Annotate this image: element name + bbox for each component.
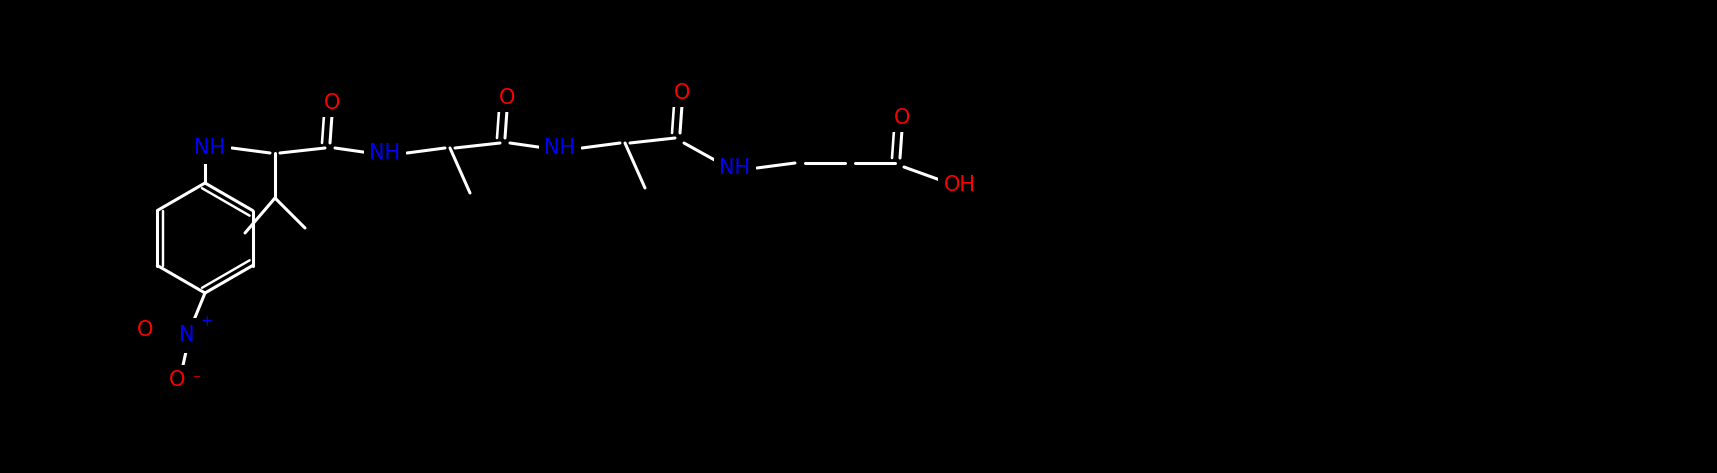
Text: O: O [673, 83, 690, 103]
Text: NH: NH [369, 143, 400, 163]
Text: O: O [137, 320, 153, 340]
FancyBboxPatch shape [130, 316, 160, 344]
Text: O: O [168, 370, 185, 390]
Text: +: + [201, 314, 213, 329]
FancyBboxPatch shape [539, 132, 580, 164]
Text: OH: OH [944, 175, 975, 195]
Text: N: N [179, 325, 194, 345]
FancyBboxPatch shape [670, 79, 694, 107]
FancyBboxPatch shape [937, 169, 982, 201]
FancyBboxPatch shape [364, 137, 405, 169]
FancyBboxPatch shape [889, 104, 915, 132]
Text: O: O [500, 88, 515, 108]
Text: O: O [895, 108, 910, 128]
Text: NH: NH [194, 138, 225, 158]
FancyBboxPatch shape [714, 152, 755, 184]
FancyBboxPatch shape [160, 317, 215, 352]
FancyBboxPatch shape [156, 365, 197, 395]
FancyBboxPatch shape [494, 84, 520, 112]
Text: NH: NH [544, 138, 575, 158]
Text: ⁻: ⁻ [192, 373, 201, 387]
FancyBboxPatch shape [319, 89, 345, 117]
Text: O: O [325, 93, 340, 113]
Text: NH: NH [719, 158, 750, 178]
FancyBboxPatch shape [189, 132, 232, 164]
